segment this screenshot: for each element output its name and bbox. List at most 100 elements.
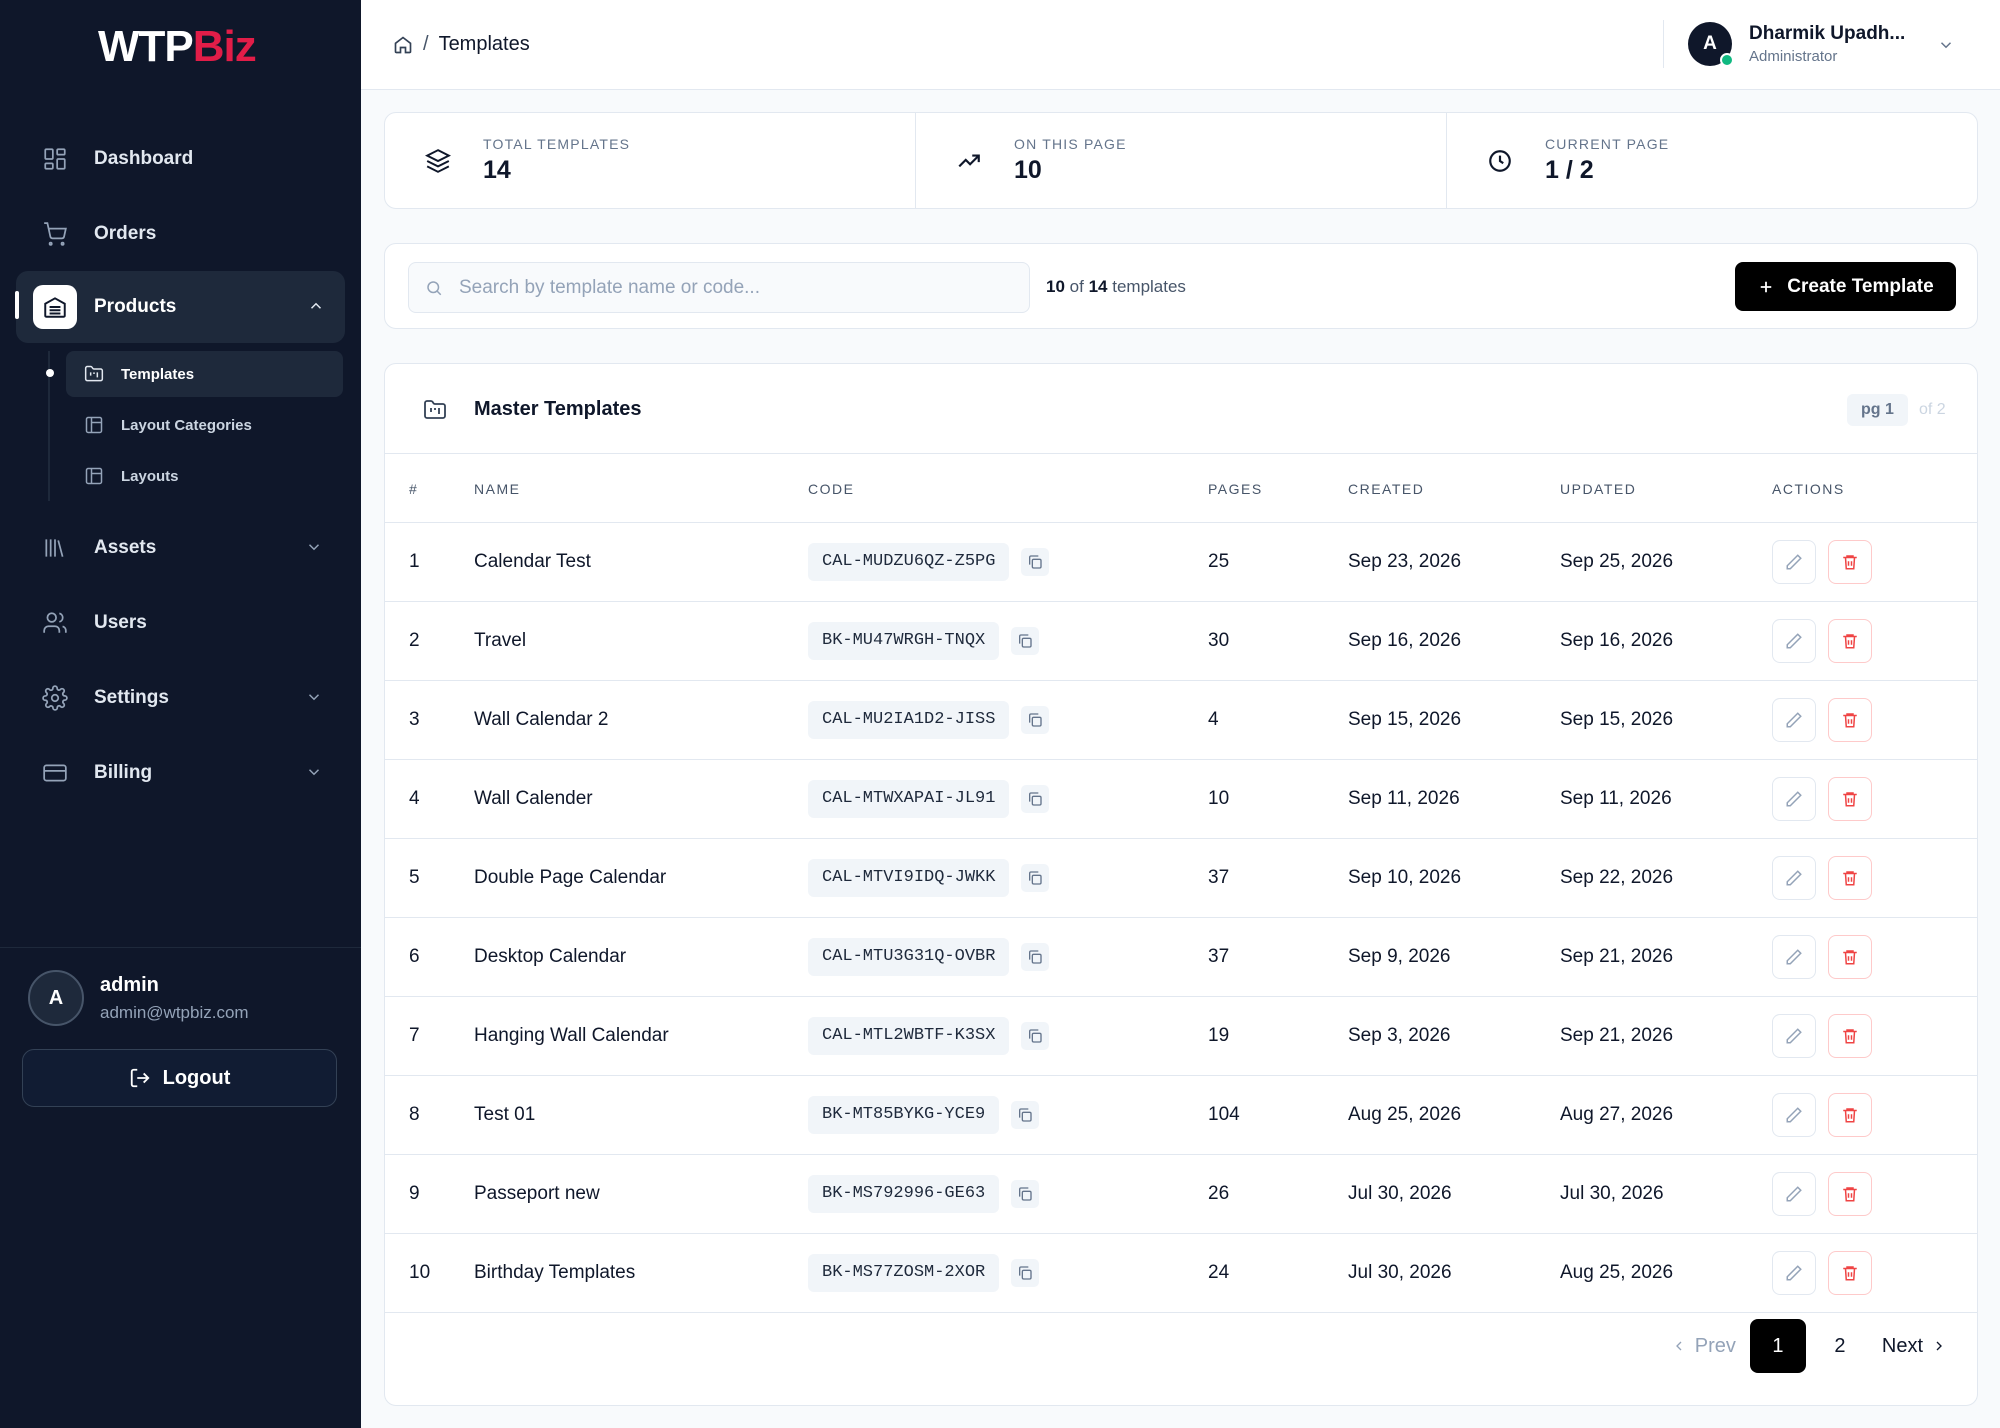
edit-button[interactable] [1772, 934, 1816, 979]
pencil-icon [1786, 632, 1802, 648]
table-row: 7 Hanging Wall Calendar CAL-MTL2WBTF-K3SX 1… [385, 996, 1977, 1076]
copy-code-button[interactable] [1021, 863, 1050, 892]
prev-page-button[interactable]: Prev [1671, 1319, 1736, 1373]
delete-button[interactable] [1828, 618, 1872, 663]
sidebar-item-dashboard[interactable]: Dashboard [0, 121, 361, 196]
delete-button[interactable] [1828, 855, 1872, 900]
page-1-button[interactable]: 1 [1749, 1319, 1806, 1373]
copy-code-button[interactable] [1011, 1258, 1040, 1287]
layout-icon [85, 416, 103, 434]
copy-code-button[interactable] [1011, 1100, 1040, 1129]
sidebar-user: A admin admin@wtpbiz.com Logout [0, 947, 361, 1107]
updated-date: Aug 25, 2026 [1560, 1233, 1772, 1313]
row-number: 8 [385, 1075, 474, 1155]
sidebar-subitem-layout-categories[interactable]: Layout Categories [66, 402, 343, 448]
breadcrumb-current: Templates [438, 33, 530, 55]
products-icon [44, 297, 66, 318]
delete-button[interactable] [1828, 1092, 1872, 1137]
sidebar-item-users[interactable]: Users [0, 585, 361, 660]
edit-button[interactable] [1772, 1171, 1816, 1216]
sidebar-subitem-label: Layout Categories [121, 416, 252, 434]
template-code: CAL-MU2IA1D2-JISS [808, 700, 1010, 739]
stat-value: 10 [1014, 156, 1042, 184]
template-code: BK-MS77ZOSM-2XOR [808, 1253, 1000, 1292]
template-code: CAL-MUDZU6QZ-Z5PG [808, 542, 1010, 581]
created-date: Sep 15, 2026 [1348, 680, 1560, 760]
edit-button[interactable] [1772, 539, 1816, 584]
copy-code-button[interactable] [1011, 1179, 1040, 1208]
delete-button[interactable] [1828, 1171, 1872, 1216]
updated-date: Sep 21, 2026 [1560, 917, 1772, 997]
home-icon[interactable] [393, 35, 413, 55]
updated-date: Sep 15, 2026 [1560, 680, 1772, 760]
edit-button[interactable] [1772, 1013, 1816, 1058]
page-count: 104 [1208, 1075, 1348, 1155]
logout-icon [130, 1068, 150, 1088]
delete-button[interactable] [1828, 1250, 1872, 1295]
edit-button[interactable] [1772, 618, 1816, 663]
copy-code-button[interactable] [1021, 547, 1050, 576]
search-box [408, 262, 1030, 313]
template-name: Birthday Templates [474, 1233, 808, 1313]
copy-code-button[interactable] [1021, 784, 1050, 813]
stat-on-this-page: ON THIS PAGE 10 [916, 113, 1447, 208]
next-page-button[interactable]: Next [1882, 1319, 1947, 1373]
trash-icon [1843, 1028, 1857, 1043]
row-actions [1772, 776, 1977, 821]
delete-button[interactable] [1828, 1013, 1872, 1058]
delete-button[interactable] [1828, 776, 1872, 821]
delete-button[interactable] [1828, 934, 1872, 979]
table-row: 4 Wall Calender CAL-MTWXAPAI-JL91 10 Sep 11,… [385, 759, 1977, 839]
search-input[interactable] [459, 276, 1019, 299]
brand-logo[interactable]: WTPBiz [98, 22, 257, 72]
create-template-button[interactable]: Create Template [1735, 262, 1956, 311]
pencil-icon [1786, 948, 1802, 964]
profile-menu[interactable]: A Dharmik Upadh... Administrator [1688, 22, 1905, 67]
sidebar-subitem-templates[interactable]: Templates [66, 351, 343, 397]
page-count: 24 [1208, 1233, 1348, 1313]
edit-button[interactable] [1772, 1250, 1816, 1295]
copy-code-button[interactable] [1011, 626, 1040, 655]
chevron-left-icon [1675, 1341, 1682, 1351]
edit-button[interactable] [1772, 855, 1816, 900]
copy-code-button[interactable] [1021, 705, 1050, 734]
sidebar-subitem-layouts[interactable]: Layouts [66, 453, 343, 499]
delete-button[interactable] [1828, 697, 1872, 742]
card-header: Master Templates pg 1 of 2 [385, 364, 1977, 454]
sidebar-item-products[interactable]: Products [16, 271, 345, 343]
page-2-button[interactable]: 2 [1834, 1334, 1846, 1357]
row-actions [1772, 934, 1977, 979]
table-row: 5 Double Page Calendar CAL-MTVI9IDQ-JWKK 37… [385, 838, 1977, 918]
logout-button[interactable]: Logout [22, 1049, 337, 1107]
breadcrumb-separator: / [423, 33, 429, 55]
sidebar-item-label: Orders [94, 222, 157, 244]
edit-button[interactable] [1772, 776, 1816, 821]
row-number: 5 [385, 838, 474, 918]
updated-date: Jul 30, 2026 [1560, 1154, 1772, 1234]
copy-icon [1029, 870, 1043, 885]
edit-button[interactable] [1772, 697, 1816, 742]
stat-total-templates: TOTAL TEMPLATES 14 [385, 113, 916, 208]
table-row: 3 Wall Calendar 2 CAL-MU2IA1D2-JISS 4 Sep 15… [385, 680, 1977, 760]
created-date: Jul 30, 2026 [1348, 1233, 1560, 1313]
sidebar-item-orders[interactable]: Orders [0, 196, 361, 271]
code-cell: CAL-MTVI9IDQ-JWKK [808, 858, 1208, 897]
sidebar-item-settings[interactable]: Settings [0, 660, 361, 735]
row-actions [1772, 539, 1977, 584]
sidebar-item-assets[interactable]: Assets [0, 510, 361, 585]
created-date: Aug 25, 2026 [1348, 1075, 1560, 1155]
sidebar-item-billing[interactable]: Billing [0, 735, 361, 810]
chevron-down-icon[interactable] [1937, 36, 1955, 54]
table-row: 1 Calendar Test CAL-MUDZU6QZ-Z5PG 25 Sep 23,… [385, 522, 1977, 602]
avatar: A [28, 970, 84, 1026]
edit-button[interactable] [1772, 1092, 1816, 1137]
column-header: ACTIONS [1772, 456, 1977, 523]
delete-button[interactable] [1828, 539, 1872, 584]
card-title: Master Templates [474, 398, 642, 420]
updated-date: Sep 16, 2026 [1560, 601, 1772, 681]
copy-code-button[interactable] [1021, 942, 1050, 971]
user-name: admin [100, 973, 159, 996]
copy-code-button[interactable] [1021, 1021, 1050, 1050]
copy-icon [1019, 1186, 1032, 1201]
created-date: Sep 3, 2026 [1348, 996, 1560, 1076]
